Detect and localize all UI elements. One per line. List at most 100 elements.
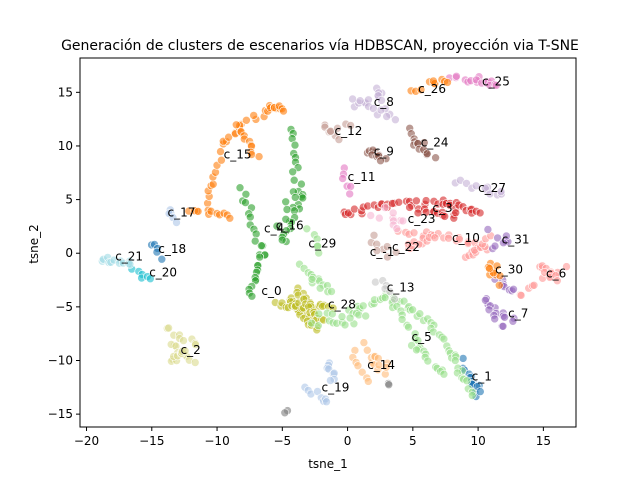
cluster-label: c_22 (392, 240, 420, 254)
data-point (423, 356, 433, 366)
data-point (211, 168, 220, 177)
data-point (382, 242, 392, 251)
data-point (246, 212, 255, 222)
cluster-label: c_26 (418, 82, 446, 96)
cluster-c-18 (147, 240, 167, 264)
data-point (480, 183, 490, 193)
data-point (125, 259, 135, 269)
cluster-c-3 (339, 195, 485, 223)
data-point (430, 233, 440, 242)
data-point (314, 309, 324, 319)
data-point (502, 231, 511, 241)
data-point (484, 305, 494, 315)
cluster-c-26 (406, 75, 452, 96)
data-point (279, 106, 288, 116)
data-point (363, 377, 373, 386)
data-point (381, 362, 391, 372)
data-point (315, 283, 325, 293)
data-point (471, 181, 481, 191)
data-point (380, 203, 390, 212)
x-tick-label: 0 (344, 434, 352, 448)
data-point (371, 277, 380, 287)
cluster-c-5 (344, 289, 477, 400)
cluster-label: c_13 (387, 281, 415, 295)
cluster-c-12 (320, 119, 355, 144)
data-point (180, 346, 190, 356)
cluster-label: c_0 (261, 284, 281, 298)
data-point (481, 295, 490, 305)
cluster-label: c_-1 (370, 245, 395, 259)
data-point (193, 207, 203, 216)
x-tick-label: 5 (409, 434, 417, 448)
x-tick-label: −20 (74, 434, 99, 448)
x-axis-label: tsne_1 (308, 457, 348, 471)
x-tick-label: −5 (273, 434, 291, 448)
data-point (313, 387, 322, 396)
data-point (225, 213, 235, 223)
cluster-c--1 (280, 379, 394, 418)
cluster-label: c_25 (482, 75, 510, 89)
data-point (247, 291, 257, 301)
cluster-label: c_29 (308, 237, 336, 251)
cluster-label: c_19 (322, 380, 350, 394)
data-point (251, 229, 261, 239)
data-point (346, 121, 355, 130)
data-point (355, 96, 365, 105)
data-point (250, 236, 260, 246)
data-point (322, 397, 331, 407)
data-point (241, 198, 250, 207)
data-point (232, 120, 241, 130)
data-point (462, 376, 472, 386)
data-point (443, 78, 452, 87)
data-point (357, 367, 367, 377)
data-point (421, 196, 431, 205)
data-point (490, 314, 500, 324)
data-point (429, 76, 438, 86)
cluster-c-14 (348, 338, 392, 386)
cluster-c-7 (481, 274, 519, 331)
data-point (485, 264, 494, 273)
cluster-c-15 (184, 101, 288, 223)
data-point (333, 124, 342, 133)
y-tick-label: −10 (48, 353, 73, 367)
data-point (369, 231, 379, 240)
data-point (552, 276, 562, 286)
points-layer (98, 72, 571, 418)
data-point (397, 315, 407, 324)
data-point (313, 321, 323, 331)
data-point (255, 252, 265, 262)
data-point (383, 252, 392, 262)
cluster-label: c_6 (546, 267, 566, 281)
cluster-c-28 (307, 274, 371, 331)
data-point (164, 323, 173, 333)
data-point (490, 241, 500, 251)
cluster-label: c_10 (452, 231, 480, 245)
data-point (491, 81, 501, 90)
data-point (408, 305, 417, 315)
data-point (439, 369, 449, 379)
cluster-label: c_17 (168, 206, 196, 220)
data-point (391, 115, 400, 124)
data-point (382, 112, 392, 121)
cluster-c-29 (295, 224, 324, 284)
cluster-label: c_28 (328, 298, 356, 312)
cluster-c-16 (272, 187, 300, 231)
data-point (475, 387, 485, 396)
cluster-label: c_16 (276, 218, 304, 232)
cluster-c-17 (164, 205, 181, 227)
data-point (392, 224, 402, 233)
x-tick-label: 15 (536, 434, 551, 448)
cluster-label: c_2 (181, 343, 201, 357)
data-point (179, 336, 188, 345)
data-point (235, 183, 245, 192)
data-point (444, 233, 453, 243)
cluster-label: c_9 (374, 144, 394, 158)
cluster-c-20 (127, 264, 155, 284)
data-point (280, 408, 290, 418)
data-point (467, 391, 477, 400)
data-point (376, 105, 386, 115)
cluster-label: c_11 (348, 170, 376, 184)
data-point (391, 248, 401, 257)
cluster-c-6 (516, 261, 571, 300)
